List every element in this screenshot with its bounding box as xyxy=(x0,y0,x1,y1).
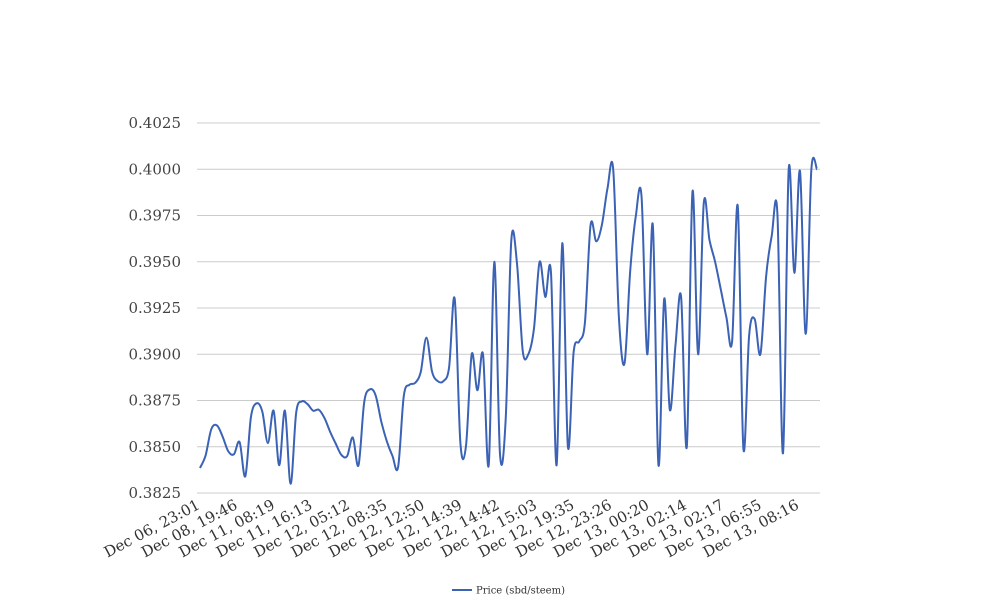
y-tick-label: 0.4000 xyxy=(129,160,182,178)
legend-label: Price (sbd/steem) xyxy=(476,586,565,597)
y-tick-label: 0.3900 xyxy=(129,345,182,363)
series-line xyxy=(199,156,818,485)
y-axis-ticks: 0.3825 0.3850 0.3875 0.3900 0.3925 0.3950 0.39… xyxy=(129,114,182,502)
y-tick-label: 0.3975 xyxy=(129,207,182,225)
y-tick-label: 0.3875 xyxy=(129,392,182,410)
y-tick-label: 0.4025 xyxy=(129,114,182,132)
legend[interactable]: Price (sbd/steem) xyxy=(452,586,565,597)
series-layer xyxy=(199,156,818,485)
y-tick-label: 0.3925 xyxy=(129,299,182,317)
y-tick-label: 0.3850 xyxy=(129,438,182,456)
y-tick-label: 0.3825 xyxy=(129,484,182,502)
y-tick-label: 0.3950 xyxy=(129,253,182,271)
